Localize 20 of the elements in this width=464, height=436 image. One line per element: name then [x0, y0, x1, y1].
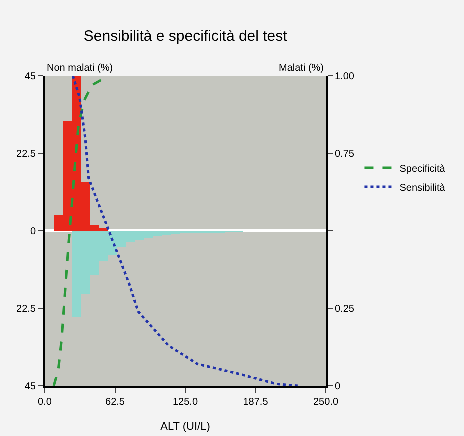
y2-tick-label: 0.75: [335, 149, 355, 160]
y2-tick-label: 0.25: [335, 304, 355, 315]
y-tick-label: 22.5: [16, 304, 36, 315]
text: Malati (%): [279, 63, 324, 74]
legend-label: Sensibilità: [400, 182, 446, 194]
x-tick-label: 62.5: [106, 397, 126, 408]
y2-tick-label: 0: [335, 382, 341, 392]
y-tick-label: 45: [24, 72, 36, 82]
y-tick-label: 45: [24, 382, 36, 392]
y2-tick-label: 1.00: [335, 72, 355, 82]
text: Non malati (%): [47, 63, 114, 74]
chart-title: Sensibilità e specificità del test: [84, 28, 288, 46]
x-axis-title: ALT (UI/L): [160, 421, 210, 433]
y-tick-label: 22.5: [16, 149, 36, 160]
legend-label: Specificità: [400, 164, 446, 175]
x-tick-label: 125.0: [172, 397, 198, 408]
x-tick-label: 250.0: [313, 397, 339, 408]
x-tick-label: 0.0: [38, 397, 52, 408]
y-tick-label: 0: [30, 226, 36, 238]
x-tick-label: 187.5: [243, 397, 269, 408]
